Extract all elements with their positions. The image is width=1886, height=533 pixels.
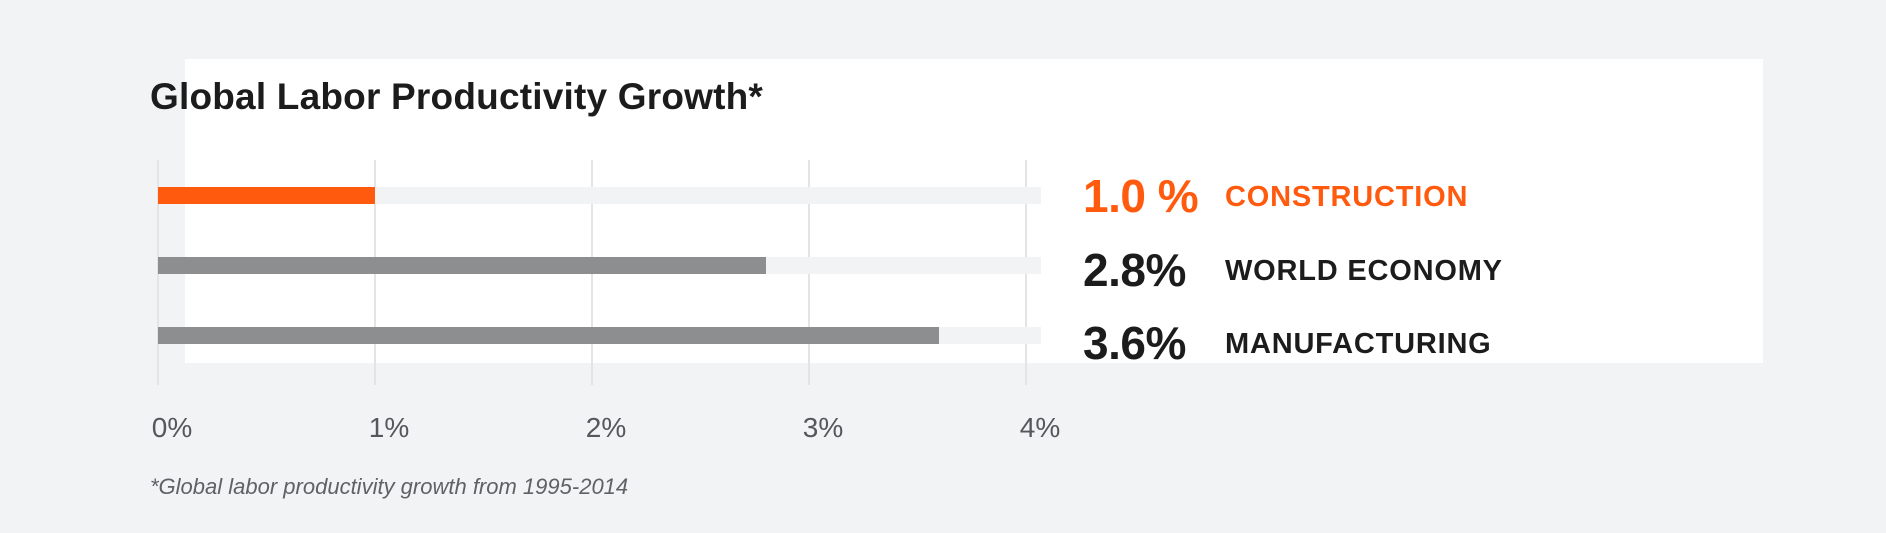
x-tick-label: 2% — [585, 412, 627, 443]
value-label: 1.0 % — [1083, 170, 1199, 222]
bar-track — [158, 327, 1041, 344]
category-label: WORLD ECONOMY — [1225, 255, 1503, 287]
footnote: *Global labor productivity growth from 1… — [150, 474, 629, 499]
bar-world-economy — [158, 257, 766, 274]
chart-card — [185, 59, 1763, 363]
bar-manufacturing — [158, 327, 939, 344]
value-label: 3.6% — [1083, 317, 1186, 369]
bar-construction — [158, 187, 375, 204]
category-label: CONSTRUCTION — [1225, 181, 1469, 213]
bar-track — [158, 257, 1041, 274]
chart-title: Global Labor Productivity Growth* — [150, 76, 764, 117]
bar-track — [158, 187, 1041, 204]
x-tick-label: 1% — [368, 412, 410, 443]
x-tick-label: 3% — [802, 412, 844, 443]
x-tick-label: 0% — [151, 412, 193, 443]
value-label: 2.8% — [1083, 244, 1186, 296]
x-tick-label: 4% — [1019, 412, 1061, 443]
category-label: MANUFACTURING — [1225, 328, 1492, 360]
